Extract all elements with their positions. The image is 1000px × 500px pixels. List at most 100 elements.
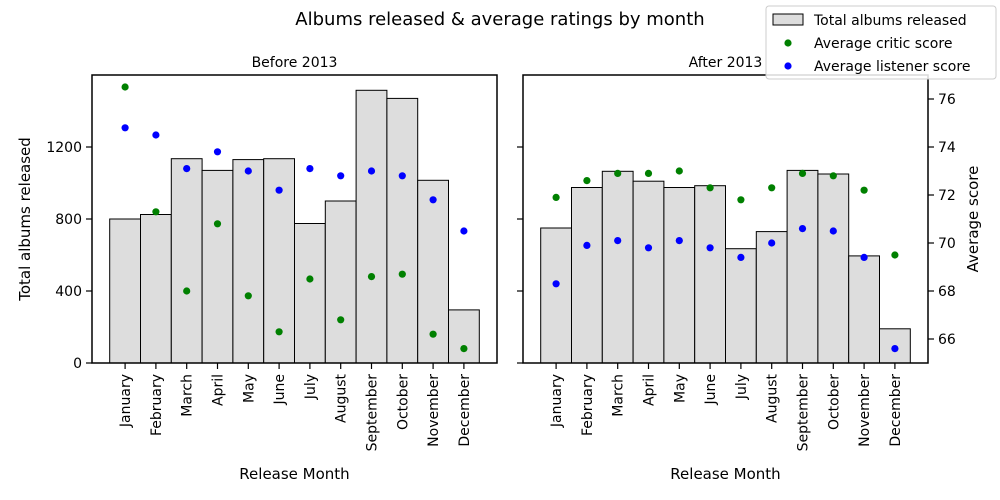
critic-point-left-september (367, 273, 376, 281)
critic-point-right-february (583, 177, 591, 185)
x-tick-label-left-october: October (395, 374, 411, 430)
right-y-tick-label-76: 76 (938, 92, 956, 108)
critic-point-right-december (891, 251, 899, 259)
x-tick-label-right-april: April (642, 374, 658, 406)
critic-point-left-february (152, 208, 160, 216)
bar-right-april (632, 180, 665, 364)
critic-point-right-august (768, 184, 776, 192)
listener-point-right-july (737, 253, 745, 261)
x-tick-label-right-march: March (611, 374, 627, 417)
listener-point-left-february (152, 131, 160, 139)
listener-point-right-december (891, 345, 899, 353)
panel-title-right: After 2013 (689, 55, 763, 71)
x-tick-label-left-january: January (118, 374, 134, 428)
listener-point-right-november (860, 253, 868, 261)
critic-point-right-may (675, 167, 683, 175)
x-axis-label-right: Release Month (670, 465, 780, 483)
bar-left-december (448, 309, 480, 364)
x-tick-label-left-february: February (149, 374, 165, 436)
bar-right-may (663, 187, 696, 364)
critic-point-right-october (829, 172, 837, 180)
x-tick-label-left-july: July (303, 374, 319, 400)
x-tick-label-right-september: September (796, 374, 812, 452)
critic-point-left-october (398, 270, 406, 278)
bar-right-march (601, 170, 634, 364)
x-tick-label-left-april: April (211, 374, 227, 406)
legend-swatch-listener (784, 62, 792, 70)
listener-point-right-february (583, 241, 591, 249)
bar-right-june (694, 185, 727, 364)
listener-point-right-june (706, 244, 714, 252)
left-y-tick-label-1200: 1200 (46, 140, 82, 156)
listener-point-left-march (183, 165, 191, 173)
listener-point-left-december (460, 227, 468, 235)
x-tick-label-right-october: October (826, 374, 842, 430)
critic-point-left-december (460, 345, 468, 353)
right-y-tick-label-66: 66 (938, 332, 956, 348)
critic-point-left-august (337, 316, 345, 324)
critic-point-left-january (121, 83, 129, 91)
listener-point-right-august (768, 239, 776, 247)
x-tick-label-right-august: August (765, 373, 781, 423)
bar-right-october (817, 173, 850, 364)
bar-left-january (109, 218, 141, 364)
critic-point-right-july (737, 196, 745, 204)
critic-point-left-november (429, 330, 437, 338)
listener-point-left-november (429, 196, 437, 204)
x-tick-label-right-december: December (888, 374, 904, 447)
listener-point-right-april (644, 244, 653, 252)
listener-point-right-march (614, 237, 622, 245)
critic-point-right-january (552, 193, 560, 201)
legend-box (765, 5, 997, 80)
left-y-tick-label-0: 0 (73, 356, 82, 372)
legend-label-listener: Average listener score (814, 59, 970, 75)
left-y-axis-label: Total albums released (16, 137, 34, 302)
critic-point-right-april (644, 169, 653, 177)
x-tick-label-left-august: August (334, 373, 350, 423)
listener-point-left-may (244, 167, 252, 175)
bar-left-july (294, 223, 326, 364)
x-tick-label-right-january: January (549, 374, 565, 428)
critic-point-right-november (860, 186, 868, 194)
listener-point-right-may (675, 237, 683, 245)
legend-swatch-total-albums (772, 13, 804, 26)
bar-left-may (232, 159, 265, 364)
right-y-tick-label-70: 70 (938, 236, 956, 252)
right-y-axis-label: Average score (964, 166, 982, 273)
x-tick-label-left-may: May (241, 374, 257, 403)
critic-point-left-may (244, 292, 252, 300)
critic-point-right-september (798, 169, 807, 177)
chart-title: Albums released & average ratings by mon… (295, 9, 704, 30)
right-y-tick-label-74: 74 (938, 140, 956, 156)
listener-point-right-september (798, 225, 807, 233)
panel-title-left: Before 2013 (252, 55, 338, 71)
bar-right-august (755, 231, 788, 364)
bar-left-february (140, 214, 172, 364)
critic-point-right-june (706, 184, 714, 192)
listener-point-left-august (337, 172, 345, 180)
critic-point-left-june (275, 328, 283, 336)
bar-right-september (786, 169, 819, 364)
bar-left-august (324, 200, 357, 364)
left-y-tick-label-800: 800 (55, 212, 82, 228)
bar-right-july (725, 248, 757, 364)
listener-point-left-january (121, 124, 129, 132)
critic-point-right-march (614, 169, 622, 177)
listener-point-right-october (829, 227, 837, 235)
x-tick-label-left-march: March (180, 374, 196, 417)
bar-right-november (848, 255, 881, 364)
critic-point-left-july (306, 275, 314, 283)
x-axis-label-left: Release Month (239, 465, 349, 483)
critic-point-left-march (183, 287, 191, 295)
listener-point-left-july (306, 165, 314, 173)
bar-right-january (540, 227, 573, 364)
x-tick-label-left-november: November (426, 374, 442, 447)
listener-point-left-june (275, 186, 283, 194)
bar-left-september (355, 89, 388, 364)
x-tick-label-right-july: July (734, 374, 750, 400)
x-tick-label-right-may: May (672, 374, 688, 403)
right-y-tick-label-72: 72 (938, 188, 956, 204)
x-tick-label-left-december: December (457, 374, 473, 447)
bar-left-october (386, 97, 419, 364)
